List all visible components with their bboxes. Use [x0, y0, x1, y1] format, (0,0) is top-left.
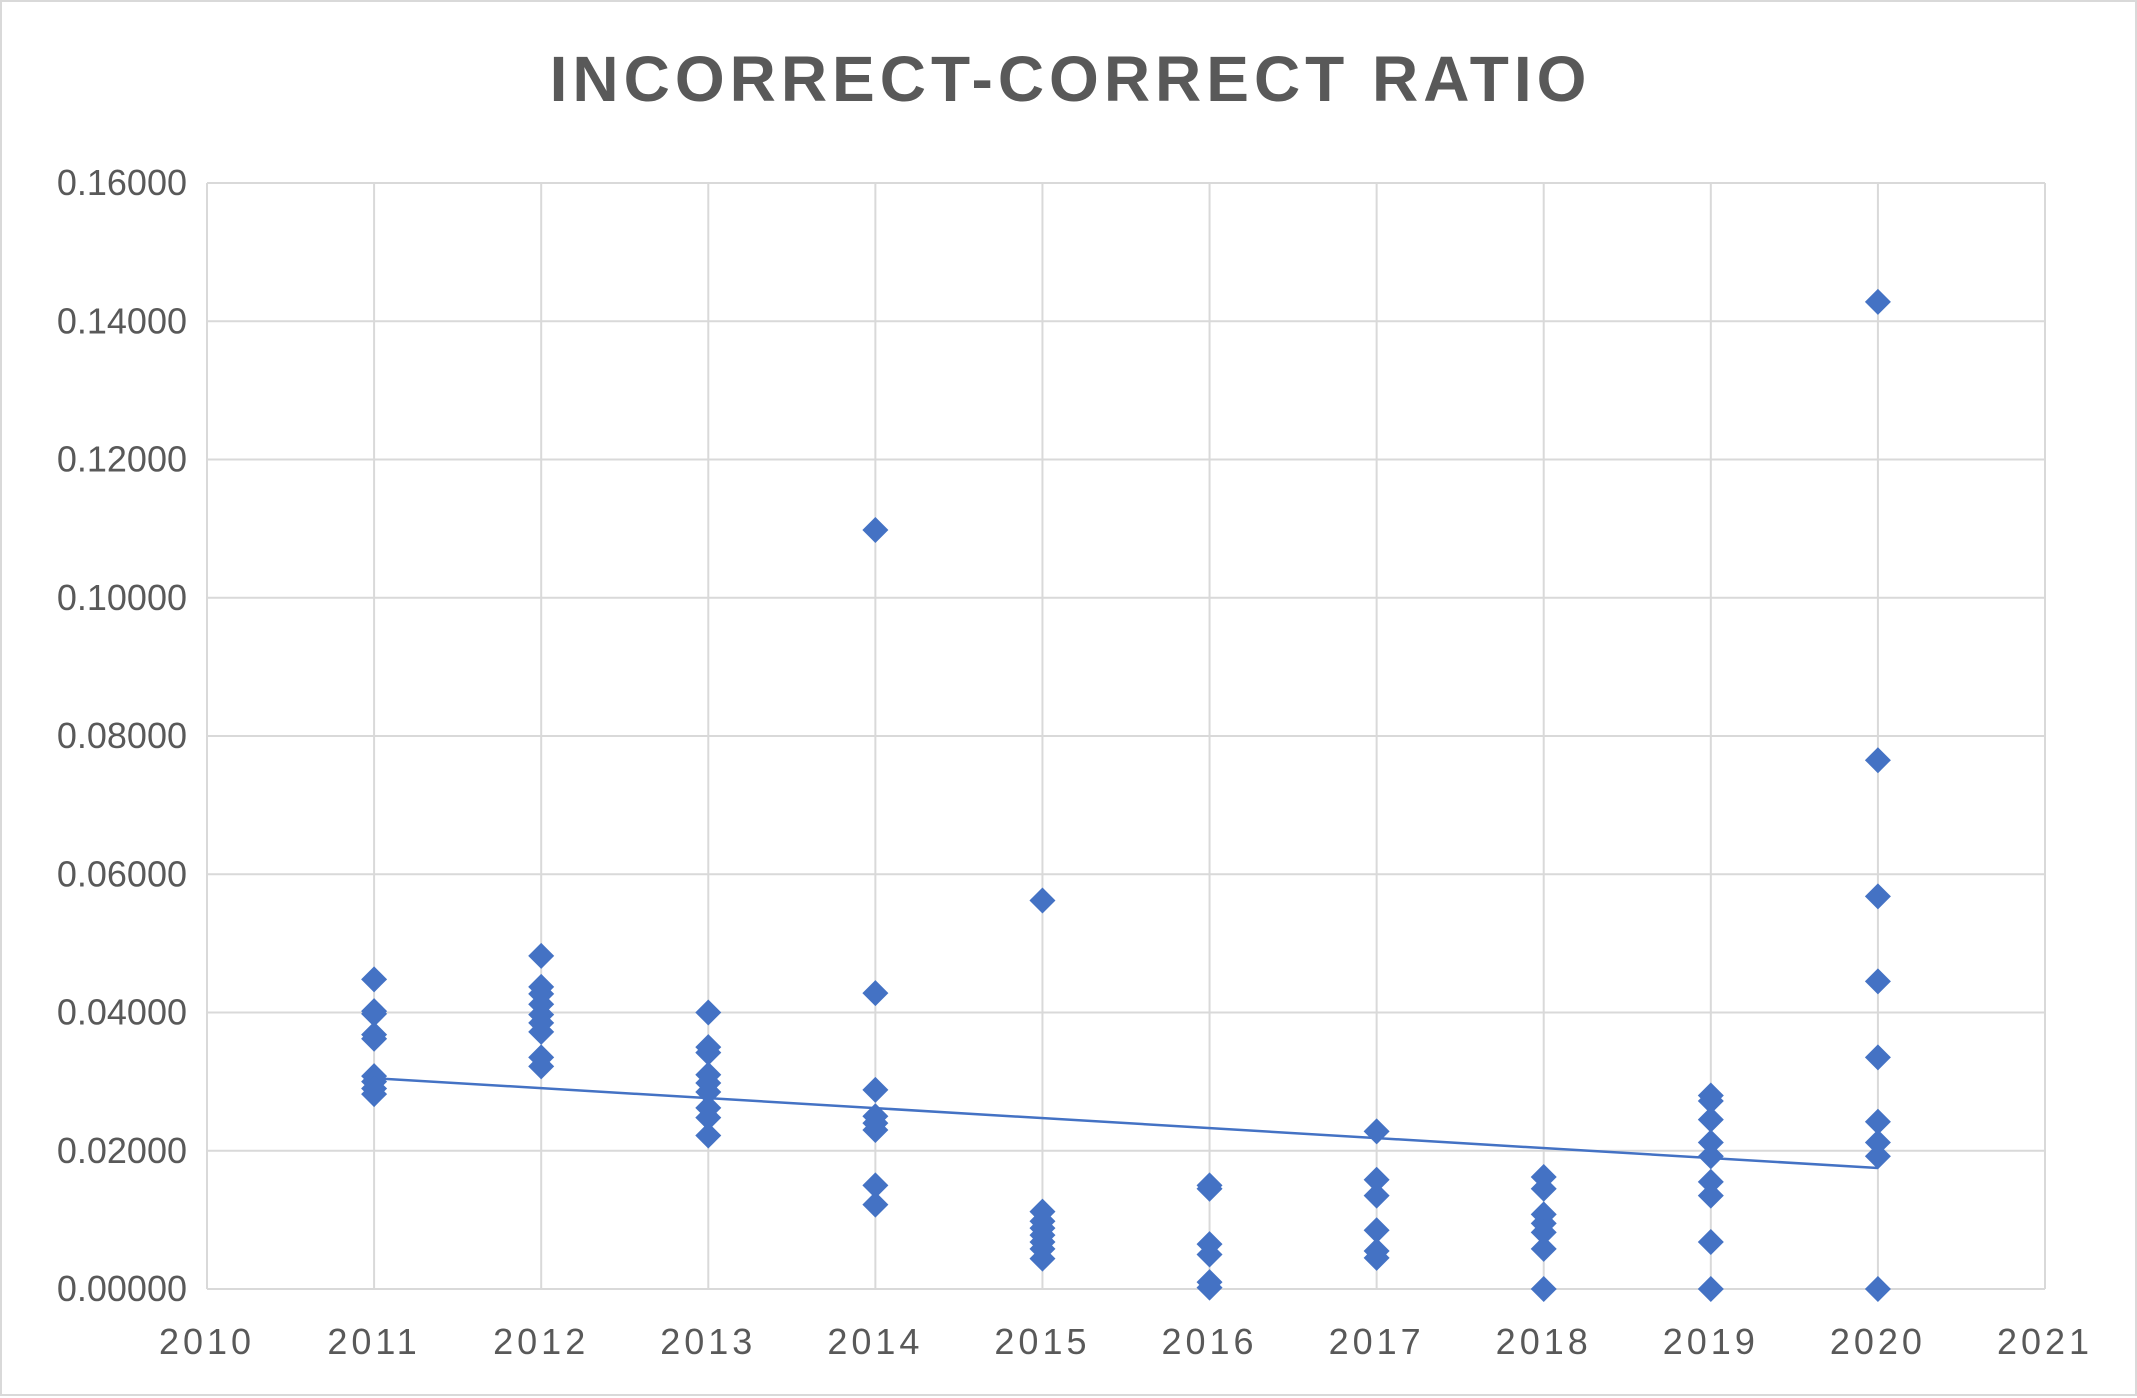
- data-point: [1530, 1235, 1557, 1262]
- data-point: [1864, 883, 1891, 910]
- x-tick-label: 2021: [1997, 1321, 2093, 1362]
- y-tick-label: 0.00000: [57, 1268, 187, 1309]
- x-tick-label: 2011: [327, 1321, 420, 1362]
- data-point: [1196, 1175, 1223, 1202]
- data-point: [1864, 1129, 1891, 1156]
- x-tick-label: 2017: [1329, 1321, 1425, 1362]
- y-tick-label: 0.02000: [57, 1130, 187, 1171]
- data-point: [1196, 1274, 1223, 1301]
- data-point: [528, 942, 555, 969]
- data-point: [1697, 1276, 1724, 1302]
- y-tick-label: 0.16000: [57, 162, 187, 203]
- data-point: [862, 1172, 889, 1199]
- data-point: [361, 1025, 388, 1052]
- data-point: [695, 1122, 722, 1149]
- data-point: [1530, 1276, 1557, 1302]
- x-tick-label: 2012: [493, 1321, 589, 1362]
- data-point: [862, 517, 889, 544]
- data-point: [528, 1018, 555, 1045]
- x-tick-label: 2014: [827, 1321, 923, 1362]
- data-point: [1363, 1244, 1390, 1271]
- y-tick-label: 0.04000: [57, 992, 187, 1033]
- data-point: [1864, 288, 1891, 315]
- x-tick-label: 2015: [994, 1321, 1090, 1362]
- x-tick-label: 2013: [660, 1321, 756, 1362]
- data-point: [862, 980, 889, 1007]
- data-point: [528, 1053, 555, 1080]
- data-point: [1363, 1166, 1390, 1193]
- data-point: [1864, 1108, 1891, 1135]
- x-tick-label: 2010: [159, 1321, 255, 1362]
- data-point: [695, 999, 722, 1026]
- data-point: [1864, 1143, 1891, 1170]
- data-point: [695, 1078, 722, 1105]
- data-point: [1864, 1276, 1891, 1302]
- data-point: [1196, 1241, 1223, 1268]
- data-point: [1029, 887, 1056, 914]
- data-point: [361, 966, 388, 993]
- x-tick-label: 2020: [1830, 1321, 1926, 1362]
- y-tick-label: 0.06000: [57, 853, 187, 894]
- data-point: [1697, 1143, 1724, 1170]
- data-point: [1864, 747, 1891, 774]
- data-point: [1530, 1175, 1557, 1202]
- y-tick-label: 0.12000: [57, 439, 187, 480]
- data-point: [695, 1039, 722, 1066]
- trendline-layer: [374, 1076, 1878, 1170]
- data-point: [1029, 1245, 1056, 1272]
- data-point: [1363, 1118, 1390, 1145]
- chart-title: INCORRECT-CORRECT RATIO: [549, 43, 1592, 115]
- data-point: [1363, 1182, 1390, 1209]
- x-tick-label: 2018: [1496, 1321, 1592, 1362]
- data-point: [361, 1000, 388, 1027]
- data-point: [862, 1117, 889, 1144]
- data-point: [1864, 1044, 1891, 1071]
- data-points: [361, 288, 1891, 1302]
- y-tick-label: 0.14000: [57, 300, 187, 341]
- y-tick-label: 0.08000: [57, 715, 187, 756]
- data-point: [361, 1081, 388, 1108]
- data-point: [1530, 1219, 1557, 1246]
- data-point: [1864, 968, 1891, 995]
- data-point: [1697, 1228, 1724, 1255]
- data-point: [1697, 1168, 1724, 1195]
- data-point: [1697, 1182, 1724, 1209]
- data-point: [862, 1076, 889, 1103]
- data-point: [1697, 1106, 1724, 1133]
- axis-labels: 0.00000 0.02000 0.04000 0.06000 0.08000 0.100…: [57, 162, 2093, 1362]
- data-point: [862, 1191, 889, 1218]
- data-point: [695, 1104, 722, 1131]
- data-point: [1363, 1217, 1390, 1244]
- data-point: [1697, 1087, 1724, 1114]
- data-point: [1697, 1129, 1724, 1156]
- trendline: [374, 1076, 1878, 1170]
- y-tick-label: 0.10000: [57, 577, 187, 618]
- x-tick-label: 2019: [1663, 1321, 1759, 1362]
- x-tick-label: 2016: [1161, 1321, 1257, 1362]
